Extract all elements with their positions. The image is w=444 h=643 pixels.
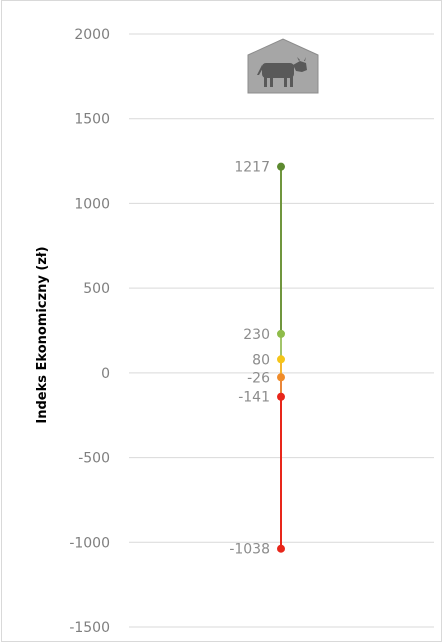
data-point	[277, 162, 285, 171]
y-axis-label: Indeks Ekonomiczny (zł)	[35, 246, 50, 423]
y-tick-label: 0	[101, 366, 110, 382]
data-label: -26	[247, 370, 270, 386]
series-points	[277, 162, 285, 553]
y-tick-label: 500	[83, 281, 110, 297]
y-tick-label: 1500	[74, 112, 110, 128]
data-point	[277, 373, 285, 382]
y-tick-label: 2000	[74, 27, 110, 43]
y-tick-label: -500	[78, 451, 110, 467]
data-point	[277, 544, 285, 553]
data-label: 230	[243, 327, 270, 343]
data-point	[277, 392, 285, 401]
y-tick-label: 1000	[74, 196, 110, 212]
data-point	[277, 329, 285, 338]
data-labels: 1217 230 80 -26 -141 -1038	[229, 160, 270, 558]
cow-barn-icon	[247, 38, 319, 94]
data-label: 80	[252, 352, 270, 368]
y-tick-label: -1500	[69, 620, 110, 636]
y-tick-labels: 2000 1500 1000 500 0 -500 -1000 -1500	[69, 27, 110, 636]
data-label: -141	[238, 390, 270, 406]
data-point	[277, 355, 285, 364]
data-label: -1038	[229, 542, 270, 558]
y-tick-label: -1000	[69, 535, 110, 551]
data-label: 1217	[234, 160, 270, 176]
